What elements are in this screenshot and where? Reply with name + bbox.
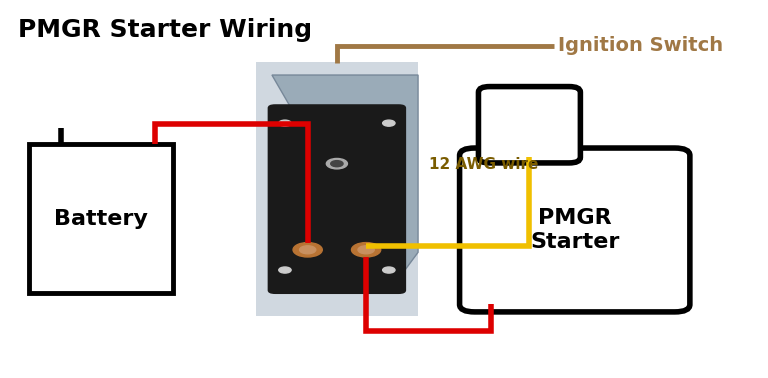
FancyBboxPatch shape xyxy=(478,87,581,163)
Circle shape xyxy=(352,243,381,257)
Circle shape xyxy=(358,246,374,254)
Circle shape xyxy=(300,246,316,254)
Circle shape xyxy=(279,267,291,273)
Circle shape xyxy=(326,158,347,169)
Circle shape xyxy=(382,120,395,126)
Text: Battery: Battery xyxy=(54,209,148,229)
Polygon shape xyxy=(272,75,418,285)
Text: Ignition Switch: Ignition Switch xyxy=(558,36,723,55)
Circle shape xyxy=(382,267,395,273)
Text: PMGR
Starter: PMGR Starter xyxy=(530,208,620,252)
Circle shape xyxy=(331,161,343,167)
Circle shape xyxy=(279,120,291,126)
FancyBboxPatch shape xyxy=(459,148,690,312)
Text: 12 AWG wire: 12 AWG wire xyxy=(429,157,539,172)
Text: PMGR Starter Wiring: PMGR Starter Wiring xyxy=(18,18,312,42)
Circle shape xyxy=(293,243,323,257)
FancyBboxPatch shape xyxy=(256,62,418,316)
FancyBboxPatch shape xyxy=(268,104,406,294)
FancyBboxPatch shape xyxy=(29,144,173,293)
